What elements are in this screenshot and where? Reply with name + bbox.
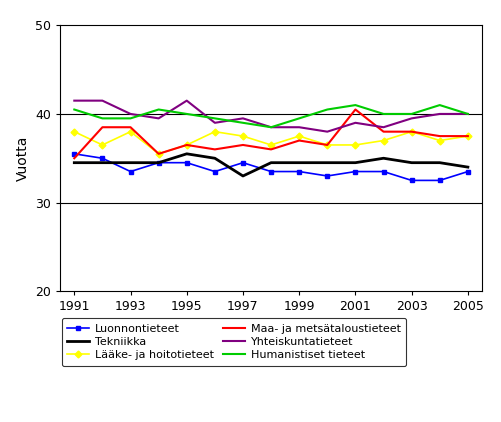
Luonnontieteet: [380, 169, 386, 174]
Yhteiskuntatieteet: [99, 98, 105, 103]
Lääke- ja hoitotieteet: [352, 142, 358, 147]
Yhteiskuntatieteet: [408, 116, 414, 121]
Tekniikka: [155, 160, 161, 165]
Tekniikka: [99, 160, 105, 165]
Lääke- ja hoitotieteet: [436, 138, 442, 143]
Line: Tekniikka: Tekniikka: [74, 154, 467, 176]
Maa- ja metsätaloustieteet: [268, 147, 274, 152]
Tekniikka: [352, 160, 358, 165]
Humanistiset tieteet: [296, 116, 302, 121]
Luonnontieteet: [99, 156, 105, 161]
Humanistiset tieteet: [99, 116, 105, 121]
Lääke- ja hoitotieteet: [127, 129, 133, 134]
Tekniikka: [324, 160, 330, 165]
Yhteiskuntatieteet: [436, 111, 442, 116]
Maa- ja metsätaloustieteet: [127, 125, 133, 130]
Luonnontieteet: [127, 169, 133, 174]
Lääke- ja hoitotieteet: [296, 133, 302, 138]
Humanistiset tieteet: [183, 111, 189, 116]
Humanistiset tieteet: [380, 111, 386, 116]
Luonnontieteet: [352, 169, 358, 174]
Yhteiskuntatieteet: [324, 129, 330, 134]
Tekniikka: [127, 160, 133, 165]
Lääke- ja hoitotieteet: [183, 142, 189, 147]
Maa- ja metsätaloustieteet: [183, 142, 189, 147]
Humanistiset tieteet: [464, 111, 470, 116]
Tekniikka: [380, 156, 386, 161]
Humanistiset tieteet: [324, 107, 330, 112]
Luonnontieteet: [183, 160, 189, 165]
Y-axis label: Vuotta: Vuotta: [16, 135, 30, 181]
Luonnontieteet: [71, 151, 77, 157]
Luonnontieteet: [211, 169, 217, 174]
Humanistiset tieteet: [352, 103, 358, 108]
Maa- ja metsätaloustieteet: [296, 138, 302, 143]
Lääke- ja hoitotieteet: [464, 133, 470, 138]
Humanistiset tieteet: [268, 125, 274, 130]
Maa- ja metsätaloustieteet: [380, 129, 386, 134]
Yhteiskuntatieteet: [127, 111, 133, 116]
Maa- ja metsätaloustieteet: [408, 129, 414, 134]
Luonnontieteet: [464, 169, 470, 174]
Maa- ja metsätaloustieteet: [155, 151, 161, 157]
Maa- ja metsätaloustieteet: [99, 125, 105, 130]
Tekniikka: [464, 165, 470, 170]
Tekniikka: [436, 160, 442, 165]
Maa- ja metsätaloustieteet: [71, 156, 77, 161]
Luonnontieteet: [436, 178, 442, 183]
Yhteiskuntatieteet: [352, 120, 358, 125]
Humanistiset tieteet: [408, 111, 414, 116]
Yhteiskuntatieteet: [71, 98, 77, 103]
Lääke- ja hoitotieteet: [71, 129, 77, 134]
Tekniikka: [268, 160, 274, 165]
Lääke- ja hoitotieteet: [268, 142, 274, 147]
Humanistiset tieteet: [71, 107, 77, 112]
Maa- ja metsätaloustieteet: [352, 107, 358, 112]
Luonnontieteet: [268, 169, 274, 174]
Maa- ja metsätaloustieteet: [211, 147, 217, 152]
Line: Maa- ja metsätaloustieteet: Maa- ja metsätaloustieteet: [74, 109, 467, 158]
Humanistiset tieteet: [211, 116, 217, 121]
Yhteiskuntatieteet: [380, 125, 386, 130]
Yhteiskuntatieteet: [268, 125, 274, 130]
Humanistiset tieteet: [155, 107, 161, 112]
Lääke- ja hoitotieteet: [324, 142, 330, 147]
Luonnontieteet: [324, 173, 330, 179]
Yhteiskuntatieteet: [211, 120, 217, 125]
Lääke- ja hoitotieteet: [99, 142, 105, 147]
Luonnontieteet: [408, 178, 414, 183]
Line: Humanistiset tieteet: Humanistiset tieteet: [74, 105, 467, 127]
Yhteiskuntatieteet: [464, 111, 470, 116]
Tekniikka: [71, 160, 77, 165]
Lääke- ja hoitotieteet: [239, 133, 245, 138]
Tekniikka: [183, 151, 189, 157]
Maa- ja metsätaloustieteet: [324, 142, 330, 147]
Humanistiset tieteet: [239, 120, 245, 125]
Yhteiskuntatieteet: [155, 116, 161, 121]
Maa- ja metsätaloustieteet: [464, 133, 470, 138]
Tekniikka: [211, 156, 217, 161]
Maa- ja metsätaloustieteet: [436, 133, 442, 138]
Yhteiskuntatieteet: [296, 125, 302, 130]
Lääke- ja hoitotieteet: [380, 138, 386, 143]
Line: Lääke- ja hoitotieteet: Lääke- ja hoitotieteet: [72, 129, 469, 156]
Maa- ja metsätaloustieteet: [239, 142, 245, 147]
Humanistiset tieteet: [436, 103, 442, 108]
Legend: Luonnontieteet, Tekniikka, Lääke- ja hoitotieteet, Maa- ja metsätaloustieteet, Y: Luonnontieteet, Tekniikka, Lääke- ja hoi…: [62, 318, 405, 366]
Line: Luonnontieteet: Luonnontieteet: [72, 151, 469, 183]
Yhteiskuntatieteet: [183, 98, 189, 103]
Tekniikka: [239, 173, 245, 179]
Yhteiskuntatieteet: [239, 116, 245, 121]
Line: Yhteiskuntatieteet: Yhteiskuntatieteet: [74, 101, 467, 132]
Tekniikka: [408, 160, 414, 165]
Lääke- ja hoitotieteet: [155, 151, 161, 157]
Luonnontieteet: [239, 160, 245, 165]
Luonnontieteet: [155, 160, 161, 165]
Humanistiset tieteet: [127, 116, 133, 121]
Lääke- ja hoitotieteet: [408, 129, 414, 134]
Lääke- ja hoitotieteet: [211, 129, 217, 134]
Tekniikka: [296, 160, 302, 165]
Luonnontieteet: [296, 169, 302, 174]
